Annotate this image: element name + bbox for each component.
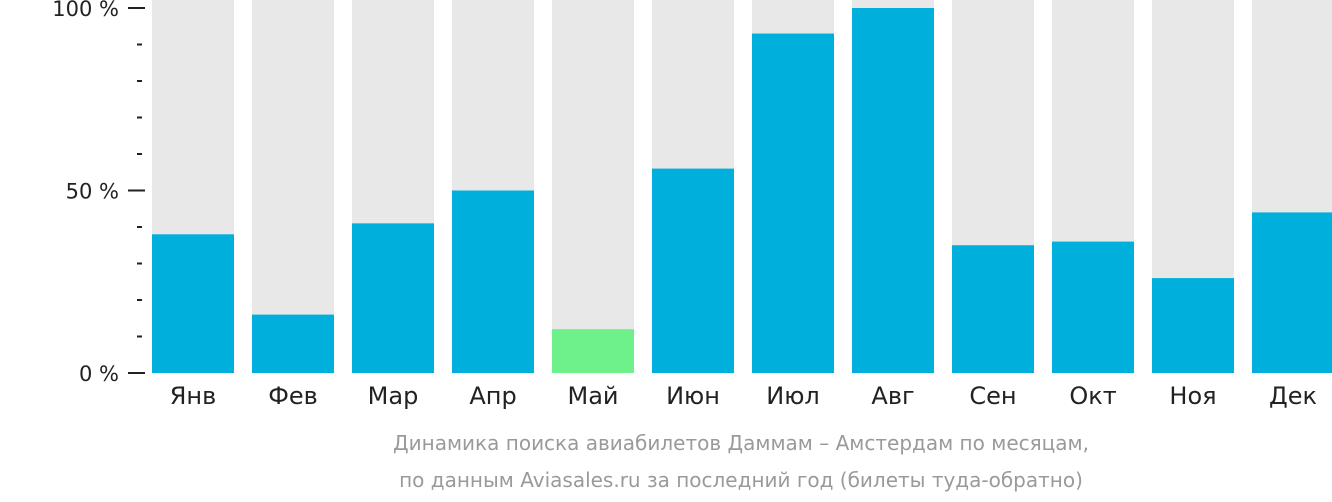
x-tick-label-8: Авг <box>871 382 914 410</box>
x-tick-label-7: Июл <box>766 382 820 410</box>
chart: 0 % 50 % 100 % Янв Фев Мар Апр Май Июн Июл Авг Сен… <box>52 0 1332 410</box>
y-axis: 0 % 50 % 100 % <box>52 0 145 386</box>
x-tick-label-3: Мар <box>368 382 419 410</box>
x-tick-label-2: Фев <box>268 382 318 410</box>
y-tick-label-1: 0 % <box>79 362 119 386</box>
bar-7 <box>752 33 834 374</box>
bar-9 <box>952 245 1034 373</box>
y-tick-label-2: 50 % <box>66 180 119 204</box>
x-tick-label-11: Ноя <box>1169 382 1216 410</box>
bar-6 <box>652 168 734 373</box>
bar-background-5 <box>552 0 634 373</box>
x-tick-label-6: Июн <box>666 382 720 410</box>
bar-4 <box>452 190 534 373</box>
bar-background-2 <box>252 0 334 373</box>
bar-11 <box>1152 278 1234 373</box>
x-tick-label-1: Янв <box>170 382 217 410</box>
bar-8 <box>852 8 934 373</box>
bar-10 <box>1052 241 1134 373</box>
x-tick-label-5: Май <box>567 382 618 410</box>
chart-caption-line-1: Динамика поиска авиабилетов Даммам – Амс… <box>393 431 1089 455</box>
value-bars <box>152 8 1332 374</box>
bar-1 <box>152 234 234 373</box>
x-tick-label-9: Сен <box>969 382 1016 410</box>
bar-5 <box>552 329 634 373</box>
bar-2 <box>252 314 334 373</box>
x-tick-label-10: Окт <box>1069 382 1116 410</box>
chart-caption-line-2: по данным Aviasales.ru за последний год … <box>399 468 1083 492</box>
y-tick-label-3: 100 % <box>52 0 119 21</box>
x-axis-labels: Янв Фев Мар Апр Май Июн Июл Авг Сен Окт Ноя Дек <box>170 382 1317 410</box>
bar-12 <box>1252 212 1332 373</box>
bar-3 <box>352 223 434 373</box>
x-tick-label-4: Апр <box>469 382 516 410</box>
x-tick-label-12: Дек <box>1269 382 1317 410</box>
